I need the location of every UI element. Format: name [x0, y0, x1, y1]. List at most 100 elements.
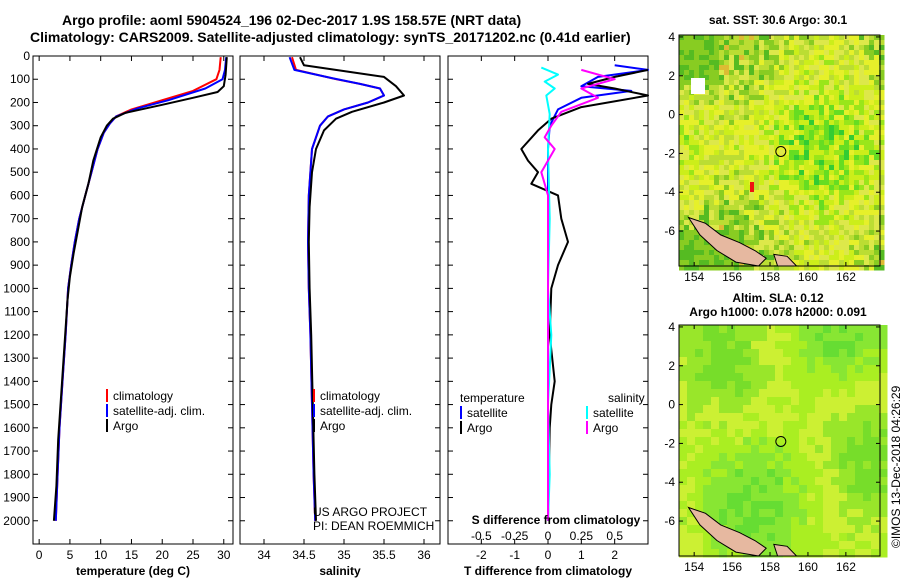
temperature-legend-swatch-2 [106, 419, 108, 432]
depth-tick-label-1900: 1900 [3, 491, 30, 505]
difference-xtick-label-0: 0 [545, 548, 552, 562]
sst_map-ytick-label--2: -2 [664, 146, 675, 160]
temperature-legend-swatch-1 [106, 404, 108, 417]
sst_map-xtick-label-162: 162 [836, 270, 856, 284]
sst_map-argo-position-marker [775, 145, 787, 157]
sst_map-ytick-label-4: 4 [668, 30, 675, 44]
difference-legend-temperature-title: temperature [460, 391, 525, 405]
sla-map-title-line1: Altim. SLA: 0.12 [732, 291, 824, 305]
sla_map-ytick-label-0: 0 [668, 398, 675, 412]
salinity-xtick-label-35-5: 35.5 [372, 548, 396, 562]
salinity-legend-swatch-2 [313, 419, 315, 432]
sla_map-land-bougainville [687, 506, 767, 557]
difference-legend-right-swatch-0 [586, 406, 588, 419]
sst_map-xtick-label-154: 154 [684, 270, 704, 284]
salinity-xtick-label-36: 36 [417, 548, 431, 562]
difference-legend-left-label-0: satellite [467, 406, 508, 420]
difference-xtick-label--2: -2 [476, 548, 487, 562]
salinity-series-argo-2 [299, 56, 405, 521]
sst_map-ytick-label--6: -6 [664, 224, 675, 238]
depth-tick-label-200: 200 [10, 95, 30, 109]
depth-tick-label-500: 500 [10, 165, 30, 179]
temperature-xlabel: temperature (deg C) [76, 564, 190, 578]
sst-map-missing-data [691, 78, 705, 94]
depth-tick-label-100: 100 [10, 72, 30, 86]
temperature-xtick-label-20: 20 [156, 548, 170, 562]
temperature-xtick-label-25: 25 [186, 548, 200, 562]
temperature-legend-label-0: climatology [113, 389, 173, 403]
difference-legend-left-swatch-0 [460, 406, 462, 419]
sst-map-hot-pixel [750, 182, 754, 192]
difference-xtick-label-1: 1 [578, 548, 585, 562]
depth-tick-label-1600: 1600 [3, 421, 30, 435]
depth-tick-label-1400: 1400 [3, 374, 30, 388]
salinity-xtick-label-34-5: 34.5 [292, 548, 316, 562]
salinity-legend-swatch-0 [313, 389, 315, 402]
salinity-xlabel: salinity [319, 564, 361, 578]
difference-legend-salinity-title: salinity [608, 391, 645, 405]
difference-xtick2-label-1: -0.25 [501, 529, 529, 543]
temperature-legend-swatch-0 [106, 389, 108, 402]
salinity-plot-frame [239, 55, 441, 545]
difference-legend-right-label-0: satellite [593, 406, 634, 420]
sla_map-ytick-label--4: -4 [664, 475, 675, 489]
sst_map-frame [678, 34, 881, 267]
difference-legend-left-swatch-1 [460, 421, 462, 434]
sst_map-ytick-label--4: -4 [664, 185, 675, 199]
sst-map-title: sat. SST: 30.6 Argo: 30.1 [708, 13, 848, 27]
salinity-legend-swatch-1 [313, 404, 315, 417]
sst_map-land-bougainville [687, 216, 767, 267]
depth-tick-label-1800: 1800 [3, 467, 30, 481]
depth-tick-label-1100: 1100 [4, 305, 30, 319]
sla_map-ytick-label-4: 4 [668, 320, 675, 334]
temperature-xtick-label-0: 0 [36, 548, 43, 562]
sst_map-ytick-label-2: 2 [668, 69, 675, 83]
difference-legend-right-label-1: Argo [593, 421, 619, 435]
salinity-legend-label-1: satellite-adj. clim. [320, 404, 412, 418]
difference-xtick-label-2: 2 [611, 548, 618, 562]
depth-tick-label-400: 400 [10, 142, 30, 156]
sla_map-xtick-label-154: 154 [684, 560, 704, 574]
salinity-legend-label-2: Argo [320, 419, 346, 433]
sla_map-ytick-label--6: -6 [664, 514, 675, 528]
sla_map-xtick-label-156: 156 [722, 560, 742, 574]
salinity-xtick-label-34: 34 [257, 548, 271, 562]
temperature-xtick-label-30: 30 [217, 548, 231, 562]
depth-tick-label-1000: 1000 [3, 281, 30, 295]
difference-xtick2-label-3: 0.25 [570, 529, 594, 543]
depth-tick-label-1700: 1700 [3, 444, 30, 458]
temperature-legend-label-2: Argo [113, 419, 139, 433]
sla-map-title-line2: Argo h1000: 0.078 h2000: 0.091 [689, 305, 867, 319]
depth-tick-label-1200: 1200 [3, 328, 30, 342]
depth-tick-label-300: 300 [10, 119, 30, 133]
depth-tick-label-1300: 1300 [3, 351, 30, 365]
temperature-series-argo-2 [52, 57, 228, 521]
depth-tick-label-800: 800 [10, 235, 30, 249]
sla_map-ytick-label-2: 2 [668, 359, 675, 373]
difference-xtick-label--1: -1 [509, 548, 520, 562]
sst_map-ytick-label-0: 0 [668, 108, 675, 122]
sla_map-argo-position-marker [775, 435, 787, 447]
difference-series-argo-1 [520, 68, 649, 521]
temperature-xtick-label-10: 10 [94, 548, 108, 562]
depth-tick-label-0: 0 [23, 49, 30, 63]
sst_map-xtick-label-158: 158 [760, 270, 780, 284]
temperature-xtick-label-5: 5 [67, 548, 74, 562]
figure-title-line2: Climatology: CARS2009. Satellite-adjuste… [30, 29, 631, 45]
sla_map-xtick-label-158: 158 [760, 560, 780, 574]
credit-line-2: PI: DEAN ROEMMICH [313, 519, 434, 533]
temperature-xtick-label-15: 15 [125, 548, 139, 562]
sla_map-frame [678, 324, 881, 557]
sla_map-xtick-label-160: 160 [798, 560, 818, 574]
difference-xtick2-label-4: 0.5 [606, 529, 623, 543]
depth-tick-label-600: 600 [10, 188, 30, 202]
difference-legend-left-label-1: Argo [467, 421, 493, 435]
difference-series-argo-3 [540, 68, 616, 521]
temperature-legend-label-1: satellite-adj. clim. [113, 404, 205, 418]
difference-xlabel-salinity: S difference from climatology [472, 513, 641, 527]
depth-tick-label-700: 700 [10, 212, 30, 226]
difference-xtick2-label-0: -0.5 [471, 529, 492, 543]
figure-title-line1: Argo profile: aoml 5904524_196 02-Dec-20… [62, 12, 522, 28]
depth-tick-label-1500: 1500 [3, 398, 30, 412]
